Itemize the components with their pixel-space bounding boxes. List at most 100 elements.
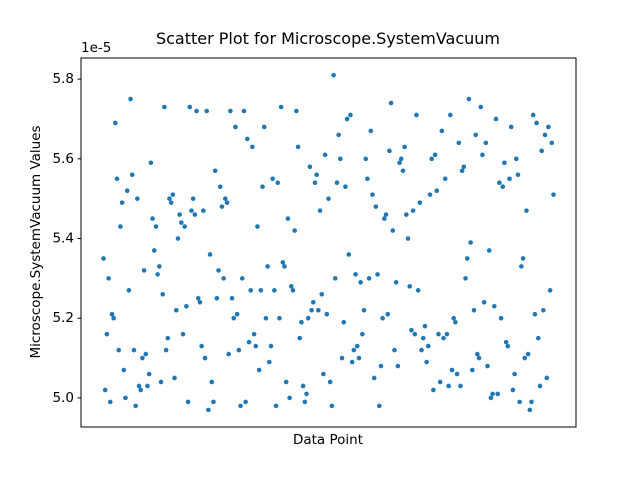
- scatter-point: [170, 192, 176, 197]
- scatter-point: [138, 387, 144, 393]
- scatter-point: [312, 180, 318, 186]
- scatter-point: [456, 140, 462, 146]
- scatter-point: [547, 288, 553, 293]
- scatter-point: [541, 307, 546, 313]
- scatter-point: [397, 160, 402, 166]
- scatter-point: [319, 292, 325, 297]
- scatter-point: [527, 407, 533, 413]
- scatter-point: [476, 355, 482, 361]
- scatter-point: [510, 387, 516, 393]
- scatter-point: [505, 343, 511, 349]
- scatter-point: [216, 268, 221, 273]
- scatter-point: [211, 399, 216, 405]
- scatter-point: [481, 299, 487, 305]
- scatter-point: [228, 108, 233, 114]
- scatter-point: [363, 156, 369, 162]
- scatter-point: [365, 176, 370, 182]
- scatter-point: [539, 148, 544, 154]
- scatter-point: [459, 168, 465, 174]
- scatter-point: [378, 363, 384, 369]
- scatter-point: [234, 311, 240, 317]
- scatter-point: [434, 188, 440, 193]
- scatter-point: [265, 264, 270, 269]
- scatter-point: [515, 172, 521, 178]
- scatter-point: [432, 152, 438, 158]
- scatter-point: [549, 140, 555, 146]
- scatter-point: [517, 399, 522, 405]
- scatter-point: [270, 176, 275, 182]
- scatter-point: [422, 323, 428, 329]
- scatter-point: [442, 176, 448, 182]
- scatter-point: [104, 331, 110, 337]
- scatter-point: [490, 391, 495, 397]
- scatter-point: [341, 319, 347, 325]
- scatter-point: [500, 184, 506, 190]
- axes-frame: [80, 57, 577, 428]
- scatter-point: [405, 236, 411, 241]
- scatter-point: [201, 208, 206, 213]
- scatter-point: [223, 196, 228, 201]
- scatter-point: [233, 124, 238, 130]
- scatter-point: [535, 335, 541, 341]
- scatter-point: [348, 112, 353, 118]
- scatter-point: [353, 272, 358, 277]
- scatter-point: [361, 307, 367, 313]
- scatter-point: [202, 355, 208, 361]
- scatter-point: [349, 359, 355, 365]
- scatter-point: [534, 120, 539, 126]
- scatter-point: [160, 292, 166, 297]
- scatter-point: [207, 252, 213, 257]
- scatter-point: [542, 132, 548, 138]
- scatter-point: [529, 399, 534, 405]
- scatter-point: [532, 311, 538, 317]
- scatter-point: [346, 252, 352, 257]
- scatter-point: [189, 208, 194, 213]
- scatter-point: [334, 180, 340, 186]
- scatter-point: [530, 112, 536, 118]
- scatter-point: [513, 156, 519, 162]
- scatter-point: [392, 347, 397, 353]
- scatter-point: [258, 288, 264, 293]
- scatter-point: [290, 288, 296, 293]
- scatter-point: [544, 375, 550, 381]
- scatter-point: [277, 315, 282, 321]
- scatter-point: [165, 335, 171, 341]
- scatter-point: [135, 196, 140, 201]
- scatter-point: [111, 315, 116, 321]
- scatter-point: [287, 395, 292, 401]
- scatter-point: [179, 220, 184, 225]
- scatter-point: [331, 72, 336, 78]
- scatter-point: [493, 116, 499, 122]
- scatter-point: [366, 276, 372, 281]
- scatter-point: [412, 331, 418, 337]
- scatter-point: [172, 375, 177, 381]
- scatter-point: [241, 108, 247, 114]
- scatter-point: [486, 248, 492, 253]
- y-tick-label: 5.8: [53, 71, 74, 87]
- scatter-point: [360, 331, 365, 337]
- scatter-point: [295, 144, 301, 150]
- scatter-point: [317, 208, 323, 213]
- scatter-point: [316, 307, 321, 313]
- scatter-point: [153, 224, 159, 229]
- scatter-point: [468, 240, 473, 245]
- scatter-point: [185, 399, 191, 405]
- scatter-point: [387, 148, 392, 154]
- scatter-point: [426, 343, 431, 349]
- scatter-point: [231, 315, 237, 321]
- scatter-point: [150, 216, 155, 221]
- scatter-point: [376, 403, 382, 409]
- scatter-point: [503, 339, 509, 345]
- scatter-point: [141, 268, 147, 273]
- scatter-point: [524, 208, 529, 213]
- scatter-point: [356, 355, 362, 361]
- scatter-point: [429, 156, 434, 162]
- scatter-point: [525, 351, 531, 357]
- scatter-point: [261, 124, 267, 130]
- scatter-point: [272, 288, 277, 293]
- scatter-point: [304, 391, 309, 397]
- scatter-point: [385, 311, 391, 317]
- scatter-point: [136, 383, 142, 389]
- scatter-point: [219, 204, 225, 209]
